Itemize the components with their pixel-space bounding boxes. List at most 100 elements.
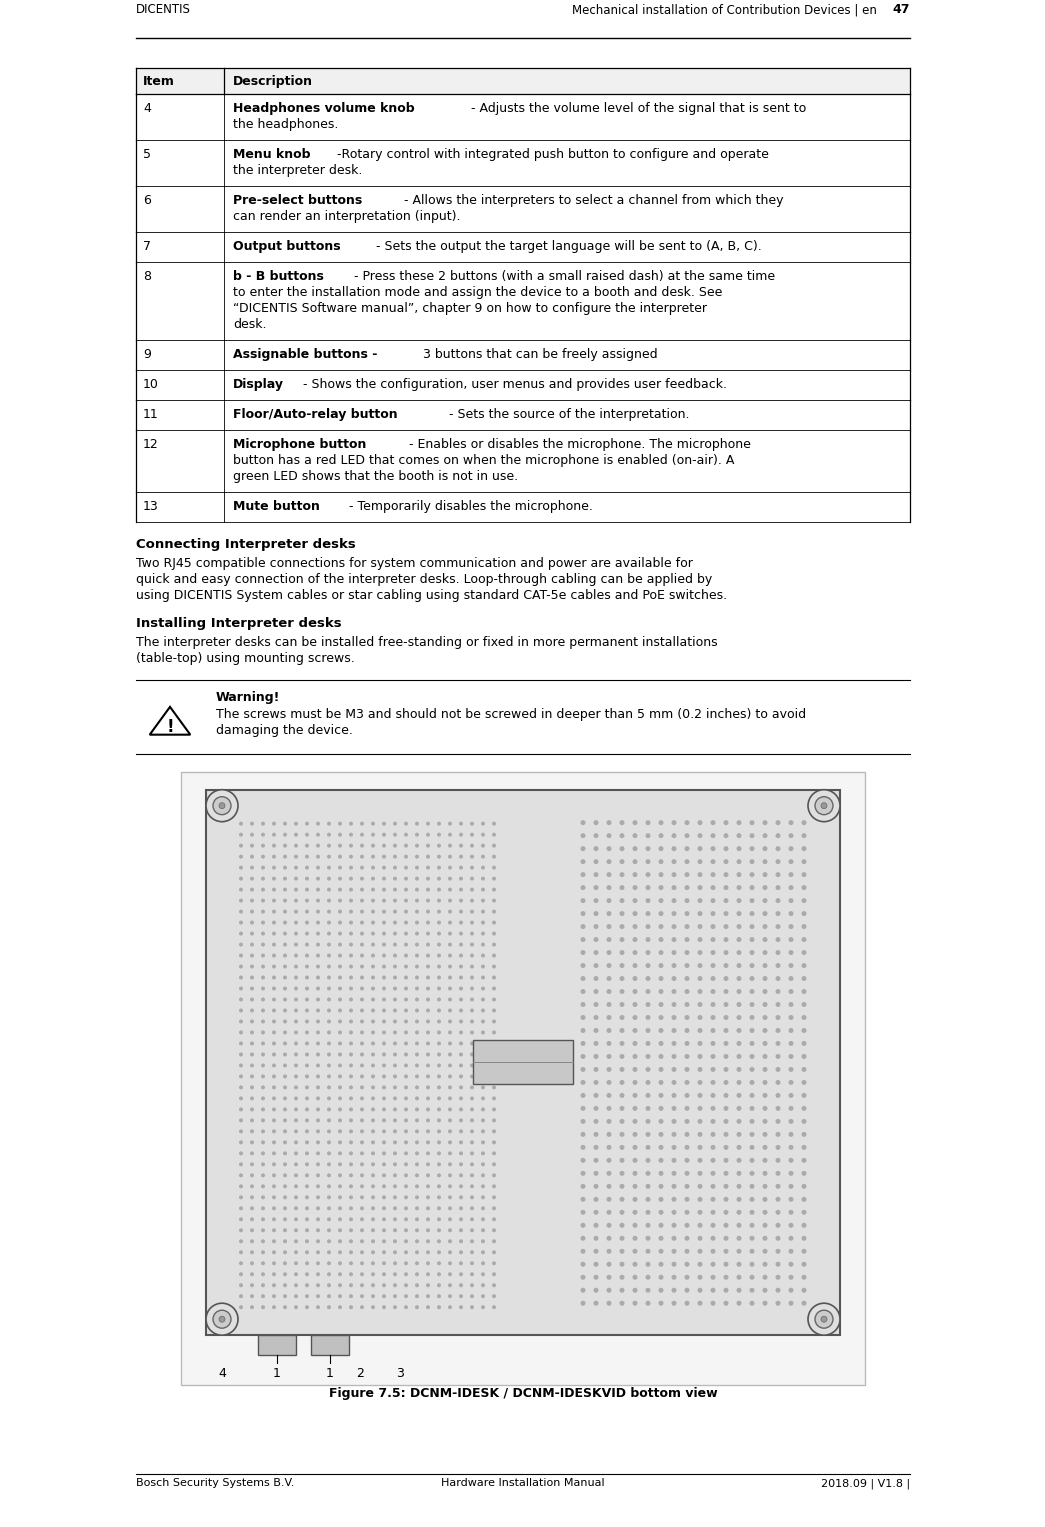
- Circle shape: [606, 1209, 611, 1215]
- Circle shape: [294, 942, 298, 947]
- Circle shape: [684, 1119, 690, 1124]
- Circle shape: [382, 1020, 386, 1023]
- Circle shape: [789, 1209, 793, 1215]
- Circle shape: [749, 872, 754, 876]
- Circle shape: [658, 898, 664, 902]
- Circle shape: [594, 1287, 599, 1293]
- Circle shape: [272, 997, 276, 1002]
- Circle shape: [492, 898, 496, 902]
- Circle shape: [470, 1185, 474, 1188]
- Circle shape: [459, 921, 463, 924]
- Circle shape: [349, 832, 353, 837]
- Circle shape: [802, 860, 807, 864]
- Circle shape: [261, 1118, 265, 1122]
- Circle shape: [632, 886, 637, 890]
- Circle shape: [404, 876, 408, 881]
- Circle shape: [359, 1272, 364, 1277]
- Circle shape: [620, 1145, 625, 1150]
- Circle shape: [646, 1287, 650, 1293]
- Circle shape: [459, 843, 463, 847]
- Circle shape: [404, 1020, 408, 1023]
- Circle shape: [261, 1217, 265, 1222]
- Circle shape: [737, 886, 742, 890]
- Circle shape: [492, 1118, 496, 1122]
- Circle shape: [415, 1096, 419, 1101]
- Circle shape: [371, 1107, 375, 1112]
- Circle shape: [749, 1235, 754, 1241]
- Circle shape: [393, 843, 397, 847]
- Circle shape: [448, 997, 452, 1002]
- Circle shape: [382, 832, 386, 837]
- Circle shape: [763, 964, 767, 968]
- Text: 1: 1: [326, 1367, 334, 1380]
- Text: Figure 7.5: DCNM-IDESK / DCNM-IDESKVID bottom view: Figure 7.5: DCNM-IDESK / DCNM-IDESKVID b…: [329, 1387, 717, 1400]
- Circle shape: [481, 910, 485, 913]
- Circle shape: [437, 1086, 441, 1089]
- Circle shape: [426, 866, 429, 869]
- Circle shape: [581, 1287, 585, 1293]
- Circle shape: [711, 1287, 716, 1293]
- Circle shape: [294, 1217, 298, 1222]
- Circle shape: [646, 1235, 650, 1241]
- Circle shape: [359, 1052, 364, 1057]
- Circle shape: [737, 924, 742, 928]
- Circle shape: [327, 1063, 331, 1067]
- Circle shape: [437, 1196, 441, 1199]
- Circle shape: [338, 1096, 342, 1101]
- Circle shape: [415, 1020, 419, 1023]
- Circle shape: [316, 1295, 320, 1298]
- Circle shape: [492, 1141, 496, 1144]
- Circle shape: [327, 1118, 331, 1122]
- Circle shape: [294, 1196, 298, 1199]
- Text: - Press these 2 buttons (with a small raised dash) at the same time: - Press these 2 buttons (with a small ra…: [350, 270, 775, 282]
- Circle shape: [620, 846, 625, 851]
- Circle shape: [606, 1145, 611, 1150]
- Circle shape: [437, 1052, 441, 1057]
- Circle shape: [294, 876, 298, 881]
- Circle shape: [316, 1240, 320, 1243]
- Circle shape: [316, 1063, 320, 1067]
- Circle shape: [338, 1063, 342, 1067]
- Circle shape: [261, 822, 265, 826]
- Circle shape: [426, 986, 429, 991]
- Circle shape: [459, 976, 463, 979]
- Circle shape: [620, 1054, 625, 1058]
- Bar: [473, 1040, 573, 1084]
- Circle shape: [393, 1041, 397, 1046]
- Text: The screws must be M3 and should not be screwed in deeper than 5 mm (0.2 inches): The screws must be M3 and should not be …: [216, 709, 806, 721]
- Circle shape: [620, 1106, 625, 1112]
- Circle shape: [632, 1145, 637, 1150]
- Circle shape: [697, 860, 702, 864]
- Circle shape: [632, 860, 637, 864]
- Circle shape: [404, 910, 408, 913]
- Circle shape: [371, 1185, 375, 1188]
- Circle shape: [646, 1209, 650, 1215]
- Circle shape: [789, 872, 793, 876]
- Circle shape: [294, 1086, 298, 1089]
- Circle shape: [763, 924, 767, 928]
- Circle shape: [459, 1196, 463, 1199]
- Circle shape: [316, 1041, 320, 1046]
- Circle shape: [272, 1063, 276, 1067]
- Circle shape: [437, 965, 441, 968]
- Circle shape: [261, 1096, 265, 1101]
- Circle shape: [737, 1002, 742, 1006]
- Circle shape: [481, 976, 485, 979]
- Circle shape: [316, 1141, 320, 1144]
- Circle shape: [723, 1301, 728, 1306]
- Circle shape: [492, 965, 496, 968]
- Circle shape: [749, 1145, 754, 1150]
- Circle shape: [272, 976, 276, 979]
- Circle shape: [382, 887, 386, 892]
- Circle shape: [492, 1041, 496, 1046]
- Circle shape: [382, 822, 386, 826]
- Circle shape: [684, 938, 690, 942]
- Circle shape: [672, 1157, 676, 1164]
- Circle shape: [327, 1283, 331, 1287]
- Circle shape: [789, 886, 793, 890]
- Circle shape: [789, 860, 793, 864]
- Circle shape: [327, 887, 331, 892]
- Circle shape: [415, 1272, 419, 1277]
- Circle shape: [802, 924, 807, 928]
- Circle shape: [763, 1249, 767, 1254]
